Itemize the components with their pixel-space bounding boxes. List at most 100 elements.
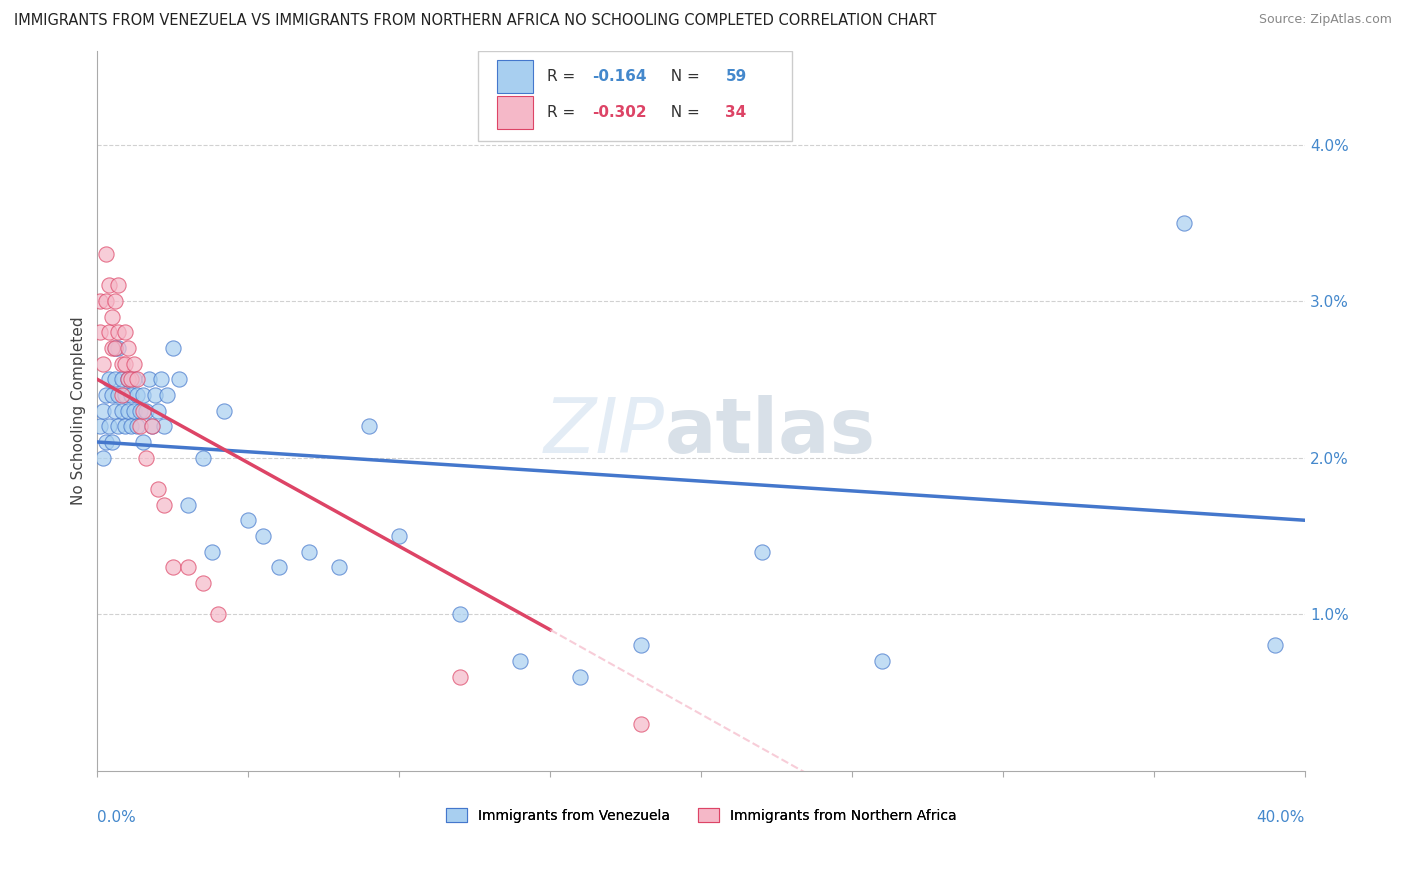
Point — [107, 278, 129, 293]
Point — [93, 450, 115, 465]
Point — [114, 357, 136, 371]
Point — [117, 372, 139, 386]
Point — [630, 639, 652, 653]
FancyBboxPatch shape — [498, 60, 533, 93]
Point — [238, 513, 260, 527]
Point — [104, 294, 127, 309]
Text: IMMIGRANTS FROM VENEZUELA VS IMMIGRANTS FROM NORTHERN AFRICA NO SCHOOLING COMPLE: IMMIGRANTS FROM VENEZUELA VS IMMIGRANTS … — [14, 13, 936, 29]
Point — [93, 403, 115, 417]
Point — [207, 607, 229, 622]
Point — [388, 529, 411, 543]
Point — [122, 372, 145, 386]
Point — [117, 341, 139, 355]
FancyBboxPatch shape — [478, 51, 792, 141]
Text: -0.302: -0.302 — [592, 105, 647, 120]
Point — [104, 341, 127, 355]
Point — [135, 403, 157, 417]
Text: N =: N = — [661, 69, 704, 84]
Point — [110, 403, 132, 417]
Point — [177, 498, 200, 512]
Point — [177, 560, 200, 574]
Point — [1264, 639, 1286, 653]
Point — [125, 388, 148, 402]
Text: 40.0%: 40.0% — [1257, 810, 1305, 825]
Point — [131, 388, 153, 402]
Point — [101, 435, 124, 450]
Point — [162, 560, 184, 574]
Point — [751, 544, 773, 558]
Point — [143, 388, 166, 402]
Text: R =: R = — [547, 69, 579, 84]
Text: 59: 59 — [725, 69, 747, 84]
Point — [162, 341, 184, 355]
Point — [328, 560, 350, 574]
Point — [110, 372, 132, 386]
Point — [138, 372, 160, 386]
Point — [122, 357, 145, 371]
Point — [449, 670, 471, 684]
Point — [120, 388, 142, 402]
FancyBboxPatch shape — [498, 96, 533, 129]
Point — [117, 403, 139, 417]
Point — [630, 716, 652, 731]
Point — [1173, 216, 1195, 230]
Text: N =: N = — [661, 105, 704, 120]
Point — [107, 326, 129, 340]
Text: 34: 34 — [725, 105, 747, 120]
Point — [298, 544, 321, 558]
Point — [191, 450, 214, 465]
Point — [89, 294, 111, 309]
Text: Source: ZipAtlas.com: Source: ZipAtlas.com — [1258, 13, 1392, 27]
Point — [146, 482, 169, 496]
Point — [872, 654, 894, 668]
Point — [125, 372, 148, 386]
Point — [152, 498, 174, 512]
Point — [156, 388, 179, 402]
Text: -0.164: -0.164 — [592, 69, 647, 84]
Text: R =: R = — [547, 105, 579, 120]
Point — [212, 403, 235, 417]
Point — [96, 247, 118, 261]
Point — [93, 357, 115, 371]
Point — [252, 529, 274, 543]
Point — [98, 278, 121, 293]
Point — [149, 372, 172, 386]
Point — [141, 419, 163, 434]
Point — [135, 450, 157, 465]
Point — [191, 575, 214, 590]
Point — [98, 372, 121, 386]
Point — [122, 403, 145, 417]
Point — [449, 607, 471, 622]
Point — [131, 403, 153, 417]
Point — [114, 419, 136, 434]
Point — [141, 419, 163, 434]
Point — [146, 403, 169, 417]
Point — [167, 372, 190, 386]
Point — [117, 372, 139, 386]
Point — [509, 654, 531, 668]
Point — [107, 419, 129, 434]
Point — [98, 419, 121, 434]
Y-axis label: No Schooling Completed: No Schooling Completed — [72, 317, 86, 505]
Point — [101, 341, 124, 355]
Point — [131, 435, 153, 450]
Point — [107, 341, 129, 355]
Point — [96, 388, 118, 402]
Point — [110, 357, 132, 371]
Point — [104, 341, 127, 355]
Point — [107, 388, 129, 402]
Point — [104, 403, 127, 417]
Point — [201, 544, 224, 558]
Point — [152, 419, 174, 434]
Text: 0.0%: 0.0% — [97, 810, 136, 825]
Point — [89, 419, 111, 434]
Point — [89, 326, 111, 340]
Text: atlas: atlas — [665, 395, 876, 469]
Point — [569, 670, 592, 684]
Point — [96, 294, 118, 309]
Text: ZIP: ZIP — [544, 395, 665, 469]
Point — [96, 435, 118, 450]
Point — [98, 326, 121, 340]
Point — [101, 388, 124, 402]
Point — [125, 419, 148, 434]
